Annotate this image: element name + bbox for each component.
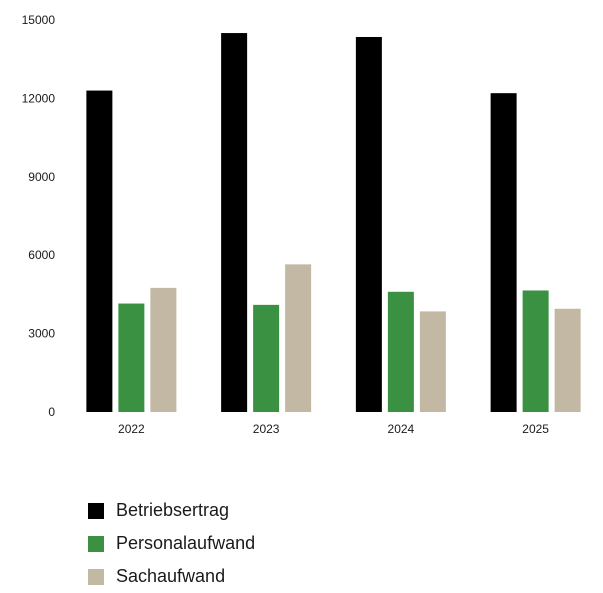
legend-swatch (88, 535, 104, 552)
x-axis-ticks: 2022 2023 2024 2025 (118, 422, 549, 436)
x-tick-label: 2024 (388, 422, 415, 436)
bar-sachaufwand-2025 (554, 308, 581, 412)
gridlines (64, 19, 603, 413)
y-tick-label: 12000 (22, 91, 56, 105)
x-tick-label: 2022 (118, 422, 145, 436)
legend-item-personalaufwand: Personalaufwand (88, 527, 255, 560)
bar-betriebsertrag-2022 (86, 90, 113, 412)
bar-betriebsertrag-2024 (355, 36, 382, 413)
x-tick-label: 2025 (522, 422, 549, 436)
bar-sachaufwand-2023 (285, 264, 312, 412)
y-axis-ticks: 0 3000 6000 9000 12000 15000 (22, 13, 56, 419)
y-tick-label: 0 (48, 405, 55, 419)
bar-personalaufwand-2022 (118, 303, 145, 412)
y-tick-label: 3000 (28, 327, 55, 341)
legend-item-betriebsertrag: Betriebsertrag (88, 494, 255, 527)
legend-label: Betriebsertrag (116, 500, 230, 520)
legend-swatch (88, 568, 104, 585)
legend-label: Sachaufwand (116, 566, 226, 586)
bar-personalaufwand-2023 (253, 304, 280, 412)
bar-personalaufwand-2025 (522, 290, 549, 412)
y-tick-label: 6000 (28, 248, 55, 262)
y-tick-label: 9000 (28, 170, 55, 184)
legend-label: Personalaufwand (116, 533, 256, 553)
y-tick-label: 15000 (22, 13, 56, 27)
legend: Betriebsertrag Personalaufwand Sachaufwa… (88, 494, 255, 593)
bar-sachaufwand-2022 (150, 287, 177, 412)
bar-betriebsertrag-2025 (490, 93, 517, 412)
bar-personalaufwand-2024 (387, 291, 414, 412)
legend-swatch (88, 502, 104, 519)
bar-betriebsertrag-2023 (221, 33, 248, 413)
bars (86, 33, 581, 413)
x-tick-label: 2023 (253, 422, 280, 436)
bar-sachaufwand-2024 (419, 311, 446, 412)
bar-chart: 0 3000 6000 9000 12000 15000 2022 2023 2024 2025 (22, 13, 603, 436)
legend-item-sachaufwand: Sachaufwand (88, 560, 255, 593)
